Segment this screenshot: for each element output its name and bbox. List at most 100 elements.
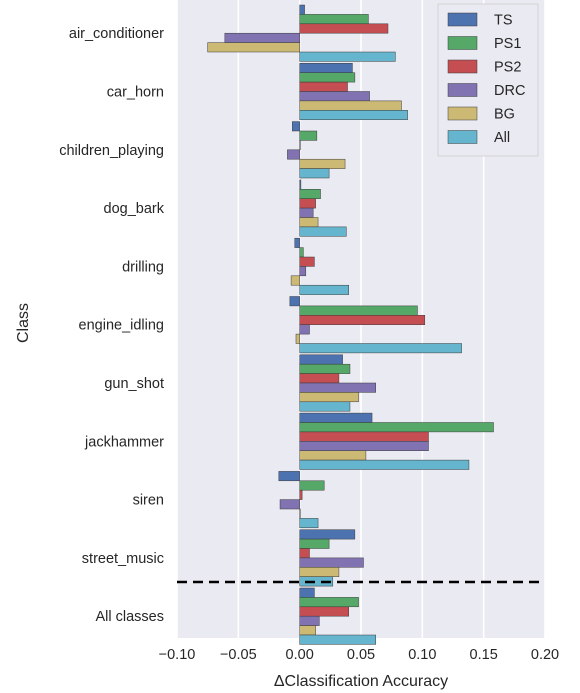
bar-drc-siren: [279, 499, 300, 510]
bar-drc-drilling: [299, 266, 307, 277]
bar-bg-jackhammer: [299, 450, 367, 461]
bar-ts-jackhammer: [299, 412, 373, 423]
bar-drc-dog_bark: [299, 207, 314, 218]
bar-drc-street_music: [299, 557, 364, 568]
x-tick-label: −0.10: [159, 647, 196, 663]
bar-ts-engine_idling: [289, 296, 300, 307]
bar-ps2-children_playing: [299, 140, 301, 151]
legend-label-ts: TS: [494, 13, 513, 29]
bar-ps2-drilling: [299, 256, 315, 267]
bar-ps1-car_horn: [299, 72, 356, 83]
x-tick-label: 0.15: [470, 647, 498, 663]
bar-all-dog_bark: [299, 226, 347, 237]
bar-ps2-all-classes: [299, 606, 349, 617]
bar-bg-dog_bark: [299, 217, 319, 228]
y-tick-label: drilling: [122, 259, 164, 275]
bar-bg-car_horn: [299, 100, 402, 111]
bar-ps2-gun_shot: [299, 373, 340, 384]
bar-ps1-siren: [299, 480, 325, 491]
legend-label-drc: DRC: [494, 83, 525, 99]
y-tick-label: siren: [133, 493, 164, 509]
bar-all-siren: [299, 518, 319, 529]
legend-label-all: All: [494, 130, 510, 146]
legend: TS PS1 PS2 DRC BG All: [437, 3, 539, 157]
legend-swatch-bg: [447, 106, 478, 121]
legend-swatch-ps2: [447, 59, 478, 74]
bar-ps2-street_music: [299, 548, 310, 559]
bar-ps1-gun_shot: [299, 363, 351, 374]
bar-drc-children_playing: [287, 149, 300, 160]
bar-all-children_playing: [299, 168, 330, 179]
bar-ts-drilling: [294, 237, 300, 248]
bar-drc-all-classes: [299, 615, 320, 626]
legend-label-bg: BG: [494, 107, 515, 123]
x-tick-label: 0.20: [531, 647, 559, 663]
y-tick-label: All classes: [96, 609, 165, 625]
legend-swatch-all: [447, 130, 478, 144]
bar-all-gun_shot: [299, 401, 351, 412]
bar-ps1-drilling: [299, 247, 304, 258]
x-tick-labels: −0.10 −0.05 0.00 0.05 0.10 0.15 0.20: [159, 647, 559, 663]
y-axis-label: Class: [15, 303, 32, 343]
bar-all-street_music: [299, 576, 334, 587]
bars-layer: [207, 4, 494, 645]
bar-bg-engine_idling: [295, 333, 300, 344]
bar-bg-drilling: [290, 275, 300, 286]
bar-ps1-all-classes: [299, 597, 359, 608]
bar-ps2-dog_bark: [299, 198, 316, 209]
x-tick-label: 0.00: [286, 647, 314, 663]
bar-ps1-engine_idling: [299, 305, 418, 316]
y-tick-label: car_horn: [107, 85, 164, 101]
bar-bg-gun_shot: [299, 392, 359, 403]
bar-ps1-jackhammer: [299, 422, 494, 433]
bar-drc-engine_idling: [299, 324, 310, 335]
bar-drc-air_conditioner: [224, 32, 300, 43]
bar-all-car_horn: [299, 110, 408, 120]
bar-drc-car_horn: [299, 91, 370, 102]
bar-bg-children_playing: [299, 158, 346, 169]
legend-label-ps2: PS2: [494, 60, 521, 76]
y-tick-label: children_playing: [59, 143, 164, 159]
bar-bg-air_conditioner: [207, 42, 300, 53]
y-tick-label: dog_bark: [104, 201, 165, 217]
bar-ps2-siren: [299, 489, 303, 500]
bar-ts-all-classes: [299, 587, 315, 598]
bar-ts-street_music: [299, 529, 356, 540]
y-tick-label: jackhammer: [84, 434, 164, 450]
x-tick-label: −0.05: [220, 647, 257, 663]
bar-bg-siren: [299, 508, 301, 519]
bar-ts-siren: [278, 471, 300, 482]
legend-swatch-ps1: [447, 36, 478, 50]
bar-ts-dog_bark: [299, 179, 302, 190]
legend-swatch-drc: [447, 83, 478, 97]
bar-ts-car_horn: [299, 63, 353, 73]
bar-bg-street_music: [299, 567, 340, 577]
bar-all-engine_idling: [299, 343, 462, 354]
x-axis-label: ΔClassification Accuracy: [274, 673, 448, 690]
bar-ps2-air_conditioner: [299, 23, 389, 34]
bar-ts-gun_shot: [299, 354, 343, 365]
bar-ts-children_playing: [292, 121, 300, 132]
bar-all-jackhammer: [299, 459, 470, 470]
y-tick-labels: air_conditioner car_horn children_playingd…: [59, 26, 165, 625]
bar-ps1-dog_bark: [299, 189, 321, 199]
bar-ps1-children_playing: [299, 130, 318, 141]
bar-all-air_conditioner: [299, 51, 396, 62]
bar-drc-gun_shot: [299, 382, 376, 393]
legend-swatch-ts: [447, 12, 478, 27]
y-tick-label: engine_idling: [79, 318, 164, 334]
x-tick-label: 0.05: [347, 647, 375, 663]
y-tick-label: air_conditioner: [69, 26, 164, 42]
bar-drc-jackhammer: [299, 441, 429, 451]
bar-all-drilling: [299, 284, 349, 295]
bar-all-all-classes: [299, 634, 376, 645]
bar-bg-all-classes: [299, 625, 316, 636]
legend-label-ps1: PS1: [494, 36, 521, 52]
y-tick-label: street_music: [82, 551, 164, 567]
bar-ts-air_conditioner: [299, 4, 305, 15]
y-tick-label: gun_shot: [104, 376, 164, 392]
bar-ps2-engine_idling: [299, 315, 426, 325]
bar-ps1-air_conditioner: [299, 14, 369, 25]
